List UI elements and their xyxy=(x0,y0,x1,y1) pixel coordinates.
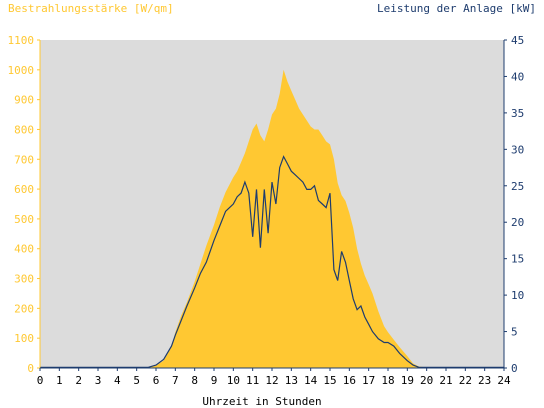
y-tick-right-label: 20 xyxy=(511,216,524,229)
x-tick-label: 13 xyxy=(285,374,298,387)
y-tick-left-label: 900 xyxy=(14,94,34,107)
y-tick-left-label: 1000 xyxy=(8,64,35,77)
x-tick-label: 7 xyxy=(172,374,179,387)
y-tick-left-label: 0 xyxy=(27,362,34,375)
y-tick-right-label: 10 xyxy=(511,289,524,302)
x-tick-label: 8 xyxy=(191,374,198,387)
y-tick-right-label: 45 xyxy=(511,34,524,47)
y-tick-right-label: 15 xyxy=(511,253,524,266)
y-tick-left-label: 700 xyxy=(14,153,34,166)
x-tick-label: 22 xyxy=(459,374,472,387)
y-tick-right-label: 0 xyxy=(511,362,518,375)
x-tick-label: 12 xyxy=(265,374,278,387)
x-tick-label: 17 xyxy=(362,374,375,387)
x-tick-label: 4 xyxy=(114,374,121,387)
x-tick-label: 14 xyxy=(304,374,318,387)
x-tick-label: 6 xyxy=(153,374,160,387)
y-tick-left-label: 100 xyxy=(14,332,34,345)
x-tick-label: 0 xyxy=(37,374,44,387)
x-tick-label: 20 xyxy=(420,374,433,387)
y-tick-right-label: 35 xyxy=(511,107,524,120)
y-tick-left-label: 200 xyxy=(14,302,34,315)
x-tick-label: 15 xyxy=(323,374,336,387)
x-tick-label: 5 xyxy=(133,374,140,387)
y-axis-title-left: Bestrahlungsstärke [W/qm] xyxy=(8,2,174,15)
y-tick-left-label: 600 xyxy=(14,183,34,196)
y-axis-title-right: Leistung der Anlage [kW] xyxy=(377,2,536,15)
y-tick-left-label: 300 xyxy=(14,273,34,286)
x-tick-label: 10 xyxy=(227,374,240,387)
y-tick-right-label: 5 xyxy=(511,326,518,339)
y-tick-left-label: 400 xyxy=(14,243,34,256)
x-tick-label: 3 xyxy=(95,374,102,387)
y-tick-right-label: 25 xyxy=(511,180,524,193)
y-tick-left-label: 800 xyxy=(14,123,34,136)
x-tick-label: 18 xyxy=(381,374,394,387)
x-tick-label: 19 xyxy=(401,374,414,387)
y-tick-left-label: 1100 xyxy=(8,34,35,47)
series-power-line xyxy=(40,155,504,368)
x-tick-label: 16 xyxy=(343,374,356,387)
x-tick-label: 21 xyxy=(439,374,452,387)
y-tick-left-label: 500 xyxy=(14,213,34,226)
x-tick-label: 23 xyxy=(478,374,491,387)
x-tick-label: 1 xyxy=(56,374,63,387)
x-tick-label: 11 xyxy=(246,374,259,387)
y-tick-right-label: 30 xyxy=(511,143,524,156)
x-tick-label: 9 xyxy=(211,374,218,387)
x-tick-label: 24 xyxy=(497,374,511,387)
series-irradiance-area xyxy=(40,69,504,369)
x-axis-title: Uhrzeit in Stunden xyxy=(202,395,321,408)
y-tick-right-label: 40 xyxy=(511,70,524,83)
x-tick-label: 2 xyxy=(75,374,82,387)
